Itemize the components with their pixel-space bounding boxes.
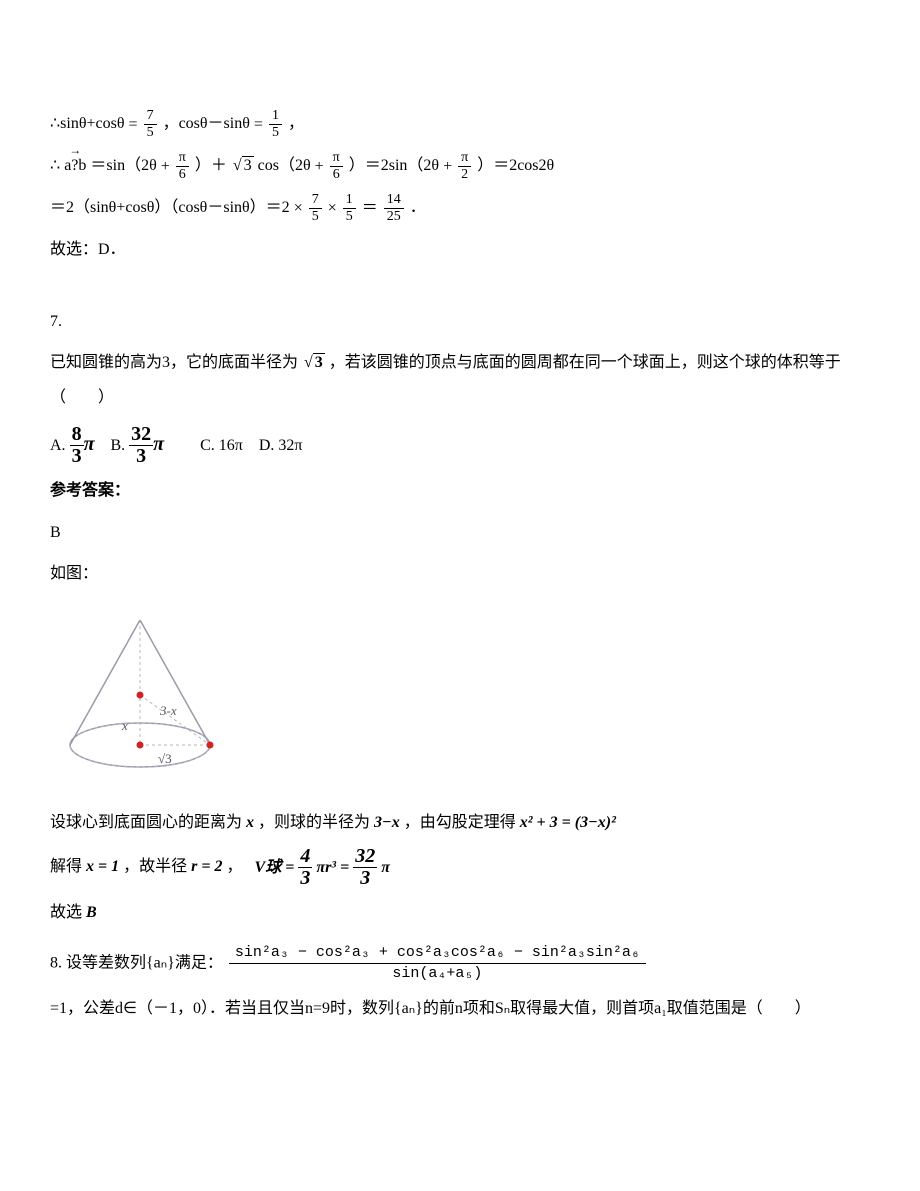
q7-number: 7. — [50, 304, 870, 339]
text: 故选 — [50, 904, 82, 921]
eq: ＝ — [362, 200, 378, 217]
pi: π — [153, 433, 164, 455]
x-eq-1: x = 1 — [86, 859, 119, 876]
text: ， — [288, 115, 304, 132]
q7-sol-line2: 解得 x = 1 ，故半径 r = 2 ， V球 = 4 3 πr³ = 32 … — [50, 846, 870, 889]
q7-sol-line1: 设球心到底面圆心的距离为 x ，则球的半径为 3−x ，由勾股定理得 x² + … — [50, 805, 870, 840]
option-A-label: A. — [50, 437, 66, 454]
q7-answer: B — [50, 515, 870, 550]
answer-b: B — [86, 904, 97, 921]
times: × — [294, 200, 303, 217]
q7-sol-intro: 如图： — [50, 556, 870, 591]
fraction-7-5: 7 5 — [144, 108, 157, 140]
option-B-label: B. — [110, 437, 125, 454]
text: ， — [227, 859, 243, 876]
page: ∴sinθ+cosθ = 7 5 ，cosθ－sinθ = 1 5 ， ∴ a?… — [0, 0, 920, 1191]
fraction-pi-6: π 6 — [176, 150, 189, 182]
option-A-frac: 8 3 — [70, 424, 84, 467]
fraction-1-5: 1 5 — [269, 108, 282, 140]
text: 解得 — [50, 859, 82, 876]
q6-line2: ∴ a?b ＝sin（2θ + π 6 ）＋ 3 cos（2θ + π 6 ）＝… — [50, 148, 870, 184]
q8-line1: 8. 设等差数列{aₙ}满足： sin²a₃ − cos²a₃ + cos²a₃… — [50, 943, 870, 985]
text: ． — [410, 199, 426, 216]
q8-prefix: 8. 设等差数列{aₙ}满足： — [50, 954, 223, 971]
q8-big-fraction: sin²a₃ − cos²a₃ + cos²a₃cos²a₆ − sin²a₃s… — [229, 943, 646, 985]
svg-text:3-x: 3-x — [159, 703, 177, 718]
option-D: D. 32π — [259, 437, 303, 454]
text: 已知圆锥的高为3，它的底面半径为 — [50, 354, 298, 371]
q7-options: A. 8 3 π B. 32 3 π C. 16π D. 32π — [50, 422, 870, 468]
option-B-frac: 32 3 — [129, 424, 153, 467]
fraction-pi-2: π 2 — [458, 150, 471, 182]
text: ＝2（sinθ+cosθ）（cosθ－sinθ）＝2 — [50, 199, 290, 216]
times: × — [328, 200, 337, 217]
text: ）＝2sin（2θ — [349, 157, 439, 174]
sqrt3: 3 — [231, 148, 254, 183]
pi: π — [84, 433, 95, 455]
text: ∴ — [50, 157, 60, 174]
text: ，cosθ－sinθ — [163, 115, 250, 132]
fraction-pi-6-b: π 6 — [330, 150, 343, 182]
option-C: C. 16π — [200, 437, 243, 454]
text: ）＝2cos2θ — [477, 157, 554, 174]
text: ∴sinθ+cosθ — [50, 115, 125, 132]
vector-ab: a?b — [64, 148, 86, 183]
fraction-1-5b: 1 5 — [343, 192, 356, 224]
pythagoras-eq: x² + 3 = (3−x)² — [520, 814, 616, 831]
text: ＝sin（2θ — [90, 157, 156, 174]
text: ）＋ — [195, 157, 227, 174]
svg-text:√3: √3 — [158, 751, 172, 766]
text: ，由勾股定理得 — [404, 814, 516, 831]
q7-stem: 已知圆锥的高为3，它的底面半径为 3 ，若该圆锥的顶点与底面的圆周都在同一个球面… — [50, 345, 870, 415]
sqrt3-bold: 3 — [302, 345, 325, 380]
text: ，故半径 — [123, 859, 187, 876]
volume-formula: V球 = 4 3 πr³ = 32 3 π — [255, 859, 390, 876]
text: ，则球的半径为 — [258, 814, 370, 831]
q6-conclude: 故选：D． — [50, 232, 870, 267]
text: 设球心到底面圆心的距离为 — [50, 814, 242, 831]
answer-label: 参考答案： — [50, 473, 870, 508]
q8-line2: =1，公差d∈（－1，0）．若当且仅当n=9时，数列{aₙ}的前n项和Sₙ取得最… — [50, 991, 870, 1026]
svg-text:x: x — [121, 718, 128, 733]
fraction-7-5b: 7 5 — [309, 192, 322, 224]
q7-conclude: 故选 B — [50, 895, 870, 930]
expr-3mx: 3−x — [374, 814, 400, 831]
text: cos（2θ — [258, 157, 311, 174]
var-x: x — [246, 814, 254, 831]
q6-line1: ∴sinθ+cosθ = 7 5 ，cosθ－sinθ = 1 5 ， — [50, 106, 870, 142]
fraction-14-25: 14 25 — [384, 192, 404, 224]
q6-line3: ＝2（sinθ+cosθ）（cosθ－sinθ）＝2 × 7 5 × 1 5 ＝… — [50, 190, 870, 226]
r-eq-2: r = 2 — [191, 859, 222, 876]
cone-diagram: x 3-x √3 — [50, 605, 230, 780]
